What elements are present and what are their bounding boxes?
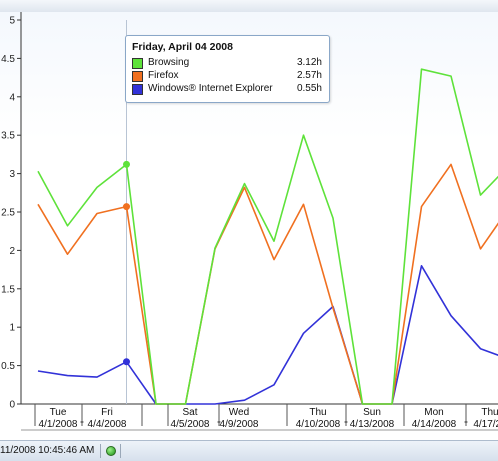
tooltip-series-value: 0.55h xyxy=(296,83,322,94)
tooltip-row-ie: Windows® Internet Explorer 0.55h xyxy=(132,83,322,95)
tooltip-series-value: 3.12h xyxy=(296,57,322,68)
tooltip-row-browsing: Browsing 3.12h xyxy=(132,57,322,69)
x-date-label: 4/4/2008 xyxy=(88,419,127,430)
status-timestamp: 11/2008 10:45:46 AM xyxy=(0,445,95,456)
x-day-label: Tue xyxy=(50,407,67,418)
status-online-icon xyxy=(106,446,116,456)
y-tick-label: 5 xyxy=(9,16,15,27)
status-separator xyxy=(100,444,101,458)
x-day-label: Sun xyxy=(363,407,381,418)
x-date-label: 4/17/20 xyxy=(473,419,498,430)
x-date-label: 4/14/2008 xyxy=(412,419,457,430)
y-tick-label: 2.5 xyxy=(1,208,15,219)
status-separator xyxy=(120,444,121,458)
y-tick-label: 1.5 xyxy=(1,284,15,295)
tooltip-series-value: 2.57h xyxy=(296,70,322,81)
series-layer xyxy=(37,68,498,405)
y-tick-label: 0 xyxy=(9,400,15,411)
series-line-0 xyxy=(37,68,498,405)
status-bar: 11/2008 10:45:46 AM xyxy=(0,440,498,461)
ie-swatch xyxy=(132,84,143,95)
y-tick-label: 0.5 xyxy=(1,361,15,372)
x-date-label: 4/13/2008 xyxy=(350,419,395,430)
hover-tooltip: Friday, April 04 2008 Browsing 3.12h Fir… xyxy=(125,35,330,103)
x-day-label: Fri xyxy=(101,407,113,418)
hover-point-1 xyxy=(123,203,130,211)
x-day-label: Sat xyxy=(182,407,197,418)
x-day-label: Wed xyxy=(229,407,249,418)
series-line-1 xyxy=(37,163,498,405)
tooltip-title: Friday, April 04 2008 xyxy=(132,41,233,53)
hover-point-0 xyxy=(123,160,130,168)
tooltip-series-name: Browsing xyxy=(148,57,190,68)
firefox-swatch xyxy=(132,71,143,82)
hover-point-2 xyxy=(123,358,130,366)
y-tick-label: 3 xyxy=(9,169,15,180)
y-tick-label: 3.5 xyxy=(1,131,15,142)
browsing-swatch xyxy=(132,58,143,69)
x-day-label: Thu xyxy=(309,407,326,418)
x-day-label: Mon xyxy=(424,407,443,418)
x-date-label: 4/5/2008 xyxy=(171,419,210,430)
x-date-label: 4/10/2008 xyxy=(296,419,341,430)
x-date-label: 4/9/2008 xyxy=(220,419,259,430)
series-line-2 xyxy=(37,264,498,405)
y-tick-label: 1 xyxy=(9,323,15,334)
tooltip-row-firefox: Firefox 2.57h xyxy=(132,70,322,82)
x-date-label: 4/1/2008 xyxy=(39,419,78,430)
x-day-label: Thu xyxy=(481,407,498,418)
y-tick-label: 4 xyxy=(9,92,15,103)
tooltip-series-name: Windows® Internet Explorer xyxy=(148,83,273,94)
tooltip-series-name: Firefox xyxy=(148,70,179,81)
y-tick-label: 2 xyxy=(9,246,15,257)
y-tick-label: 4.5 xyxy=(1,54,15,65)
